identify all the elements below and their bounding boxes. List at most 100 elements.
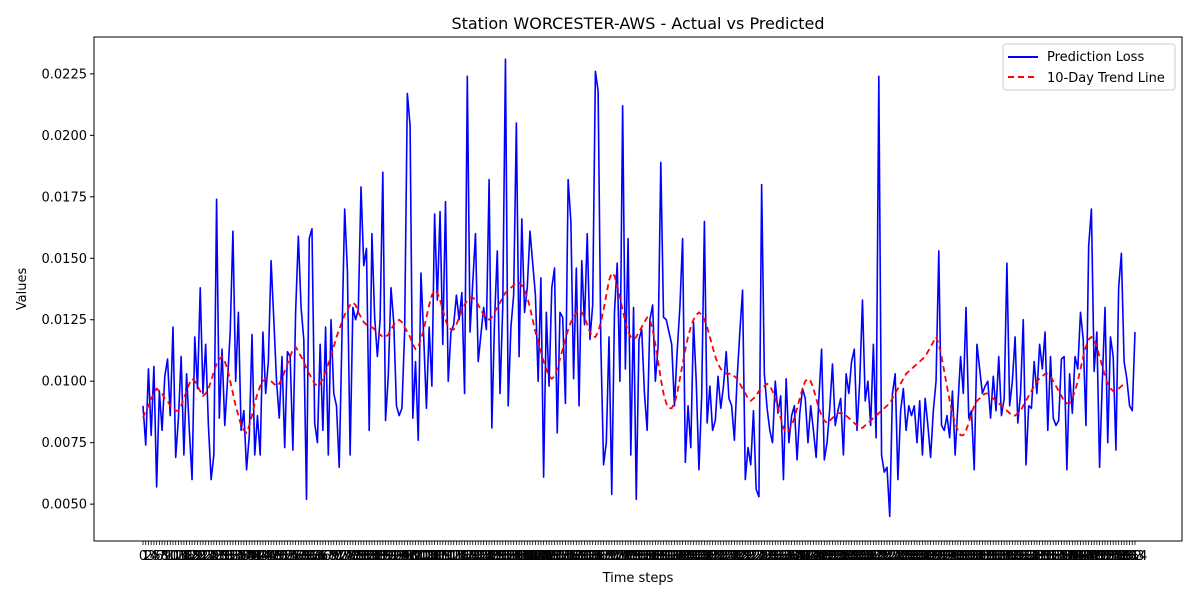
x-tick-label: 303: [956, 549, 981, 564]
x-tick-label: 15: [176, 549, 193, 564]
x-tick-label: 128: [479, 549, 504, 564]
x-tick-label: 290: [921, 549, 946, 564]
x-tick-label: 335: [1044, 549, 1069, 564]
x-tick-label: 222: [736, 549, 761, 564]
x-tick-label: 245: [798, 549, 823, 564]
x-tick-label: 36: [233, 549, 250, 564]
x-tick-label: 75: [339, 549, 356, 564]
x-axis-ticks: 0123456789101112131415161718192021222324…: [139, 541, 1147, 564]
x-tick-label: 34: [227, 549, 244, 564]
y-tick-label: 0.0175: [42, 190, 88, 205]
x-tick-label: 60: [298, 549, 315, 564]
x-tick-label: 124: [469, 549, 494, 564]
x-tick-label: 234: [768, 549, 793, 564]
x-tick-label: 98: [402, 549, 419, 564]
x-tick-label: 203: [684, 549, 709, 564]
x-tick-label: 96: [396, 549, 413, 564]
x-tick-label: 129: [482, 549, 507, 564]
x-tick-label: 25: [203, 549, 220, 564]
x-tick-label: 327: [1022, 549, 1047, 564]
x-tick-label: 258: [834, 549, 859, 564]
x-tick-label: 326: [1019, 549, 1044, 564]
x-tick-label: 17: [181, 549, 198, 564]
plot-area: 0123456789101112131415161718192021222324…: [42, 36, 1183, 564]
x-tick-label: 150: [539, 549, 564, 564]
x-tick-label: 261: [842, 549, 867, 564]
x-tick-label: 183: [629, 549, 654, 564]
x-tick-label: 225: [744, 549, 769, 564]
x-tick-label: 244: [796, 549, 821, 564]
x-tick-label: 283: [902, 549, 927, 564]
x-tick-label: 83: [361, 549, 378, 564]
x-tick-label: 312: [981, 549, 1006, 564]
x-tick-label: 164: [578, 549, 603, 564]
x-tick-label: 127: [477, 549, 502, 564]
x-tick-label: 12: [167, 549, 184, 564]
x-tick-label: 87: [372, 549, 389, 564]
x-tick-label: 168: [588, 549, 613, 564]
x-tick-label: 62: [304, 549, 321, 564]
x-tick-label: 85: [366, 549, 383, 564]
x-tick-label: 52: [276, 549, 293, 564]
x-tick-label: 310: [975, 549, 1000, 564]
x-tick-label: 112: [436, 549, 461, 564]
x-tick-label: 260: [839, 549, 864, 564]
x-tick-label: 291: [924, 549, 949, 564]
x-tick-label: 123: [466, 549, 491, 564]
x-tick-label: 116: [447, 549, 472, 564]
x-tick-label: 298: [943, 549, 968, 564]
x-tick-label: 109: [428, 549, 453, 564]
x-tick-label: 43: [252, 549, 269, 564]
x-tick-label: 140: [512, 549, 537, 564]
x-tick-label: 184: [632, 549, 657, 564]
x-tick-label: 339: [1054, 549, 1079, 564]
x-tick-label: 81: [355, 549, 372, 564]
x-tick-label: 336: [1046, 549, 1071, 564]
x-tick-label: 30: [216, 549, 233, 564]
x-tick-label: 293: [929, 549, 954, 564]
x-tick-label: 272: [872, 549, 897, 564]
x-tick-label: 151: [542, 549, 567, 564]
x-tick-label: 286: [910, 549, 935, 564]
x-tick-label: 314: [986, 549, 1011, 564]
x-tick-label: 358: [1106, 549, 1131, 564]
x-tick-label: 281: [896, 549, 921, 564]
x-tick-label: 117: [449, 549, 474, 564]
x-tick-label: 67: [317, 549, 334, 564]
x-tick-label: 91: [383, 549, 400, 564]
x-tick-label: 16: [178, 549, 195, 564]
x-tick-label: 196: [665, 549, 690, 564]
x-tick-label: 125: [471, 549, 496, 564]
x-tick-label: 363: [1120, 549, 1145, 564]
x-tick-label: 147: [531, 549, 556, 564]
x-tick-label: 110: [430, 549, 455, 564]
x-tick-label: 311: [978, 549, 1003, 564]
x-tick-label: 351: [1087, 549, 1112, 564]
x-tick-label: 240: [785, 549, 810, 564]
x-tick-label: 170: [594, 549, 619, 564]
x-tick-label: 130: [485, 549, 510, 564]
x-tick-label: 138: [507, 549, 532, 564]
x-tick-label: 90: [380, 549, 397, 564]
x-tick-label: 152: [545, 549, 570, 564]
x-tick-label: 191: [651, 549, 676, 564]
x-tick-label: 227: [749, 549, 774, 564]
x-tick-label: 266: [856, 549, 881, 564]
x-tick-label: 262: [845, 549, 870, 564]
x-tick-label: 175: [608, 549, 633, 564]
x-tick-label: 324: [1014, 549, 1039, 564]
x-tick-label: 13: [170, 549, 187, 564]
x-tick-label: 300: [948, 549, 973, 564]
x-tick-label: 255: [826, 549, 851, 564]
x-tick-label: 305: [962, 549, 987, 564]
x-tick-label: 330: [1030, 549, 1055, 564]
x-tick-label: 238: [779, 549, 804, 564]
x-tick-label: 355: [1098, 549, 1123, 564]
x-tick-label: 360: [1112, 549, 1137, 564]
x-tick-label: 254: [823, 549, 848, 564]
x-tick-label: 80: [353, 549, 370, 564]
legend: Prediction Loss 10-Day Trend Line: [1002, 43, 1176, 91]
x-tick-label: 219: [727, 549, 752, 564]
x-tick-label: 82: [358, 549, 375, 564]
x-tick-label: 65: [312, 549, 329, 564]
